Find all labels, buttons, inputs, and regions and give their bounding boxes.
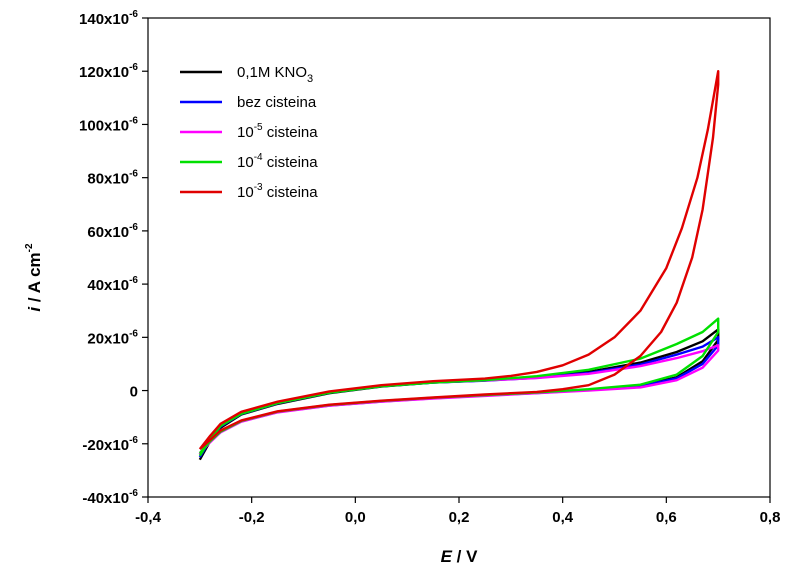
y-tick-exponent: -6 bbox=[129, 115, 138, 126]
legend-text-main: 10 bbox=[237, 184, 254, 201]
series-line-0 bbox=[198, 328, 720, 461]
y-tick-base: -20x10 bbox=[82, 437, 129, 454]
x-axis-symbol: E bbox=[441, 547, 453, 566]
x-tick-label: -0,4 bbox=[135, 509, 162, 526]
legend-text-main: 0,1M KNO bbox=[237, 64, 307, 81]
legend-label-0: 0,1M KNO3 bbox=[237, 64, 313, 85]
y-tick-exponent: -6 bbox=[129, 435, 138, 446]
axes: -0,4 -0,2 0,0 0,2 0,4 0,6 0,8-40x10-6-20x10-60… bbox=[24, 9, 780, 566]
y-tick-exponent: -6 bbox=[129, 328, 138, 339]
y-axis-symbol: i bbox=[25, 306, 44, 312]
y-tick-base: -40x10 bbox=[82, 490, 129, 507]
legend-text-main: bez cisteina bbox=[237, 94, 317, 111]
x-tick-label: 0,6 bbox=[656, 509, 677, 526]
legend-text-post: cisteina bbox=[263, 124, 319, 141]
y-tick-label: -40x10-6 bbox=[82, 488, 138, 507]
y-tick-base: 120x10 bbox=[79, 64, 129, 81]
legend-text-sup: -3 bbox=[254, 182, 263, 193]
legend-text-post: cisteina bbox=[263, 184, 319, 201]
series-group bbox=[198, 69, 720, 461]
plot-area bbox=[147, 17, 771, 498]
legend-label-4: 10-3 cisteina bbox=[237, 182, 318, 201]
y-tick-label: 100x10-6 bbox=[79, 115, 138, 134]
y-tick-base: 60x10 bbox=[87, 224, 129, 241]
x-axis-unit: / V bbox=[452, 547, 478, 566]
legend-label-1: bez cisteina bbox=[237, 94, 317, 111]
y-axis-title: i / A cm-2 bbox=[24, 243, 44, 312]
y-tick-base: 100x10 bbox=[79, 117, 129, 134]
y-tick-exponent: -6 bbox=[129, 9, 138, 20]
plot-frame bbox=[147, 17, 771, 498]
legend-text-sup: -5 bbox=[254, 122, 263, 133]
legend-text-main: 10 bbox=[237, 154, 254, 171]
x-tick-label: 0,8 bbox=[760, 509, 781, 526]
y-tick-base: 40x10 bbox=[87, 277, 129, 294]
y-axis-unit: / A cm bbox=[25, 252, 44, 306]
y-tick-exponent: -6 bbox=[129, 275, 138, 286]
x-axis-title: E / V bbox=[441, 547, 479, 566]
y-tick-label: 80x10-6 bbox=[87, 169, 138, 188]
y-tick-exponent: -6 bbox=[129, 62, 138, 73]
x-tick-label: 0,0 bbox=[345, 509, 366, 526]
x-tick-label: 0,2 bbox=[449, 509, 470, 526]
y-tick-label: 60x10-6 bbox=[87, 222, 138, 241]
y-tick-base: 20x10 bbox=[87, 330, 129, 347]
y-tick-base: 140x10 bbox=[79, 11, 129, 28]
series-line-4 bbox=[198, 69, 720, 450]
y-tick-label: 40x10-6 bbox=[87, 275, 138, 294]
legend-label-2: 10-5 cisteina bbox=[237, 122, 318, 141]
x-tick-label: 0,4 bbox=[552, 509, 574, 526]
y-axis-exponent: -2 bbox=[24, 243, 35, 252]
legend-text-post: cisteina bbox=[263, 154, 319, 171]
legend-label-3: 10-4 cisteina bbox=[237, 152, 318, 171]
y-tick-label: 0 bbox=[130, 384, 138, 401]
y-tick-label: -20x10-6 bbox=[82, 435, 138, 454]
x-tick-label: -0,2 bbox=[239, 509, 265, 526]
legend-text-sup: -4 bbox=[254, 152, 263, 163]
y-tick-exponent: -6 bbox=[129, 169, 138, 180]
y-tick-label: 20x10-6 bbox=[87, 328, 138, 347]
y-tick-exponent: -6 bbox=[129, 488, 138, 499]
y-tick-exponent: -6 bbox=[129, 222, 138, 233]
legend-text-main: 10 bbox=[237, 124, 254, 141]
y-tick-base: 80x10 bbox=[87, 171, 129, 188]
y-tick-base: 0 bbox=[130, 384, 138, 401]
legend-text-sub: 3 bbox=[307, 73, 313, 85]
y-tick-label: 120x10-6 bbox=[79, 62, 138, 81]
y-tick-label: 140x10-6 bbox=[79, 9, 138, 28]
